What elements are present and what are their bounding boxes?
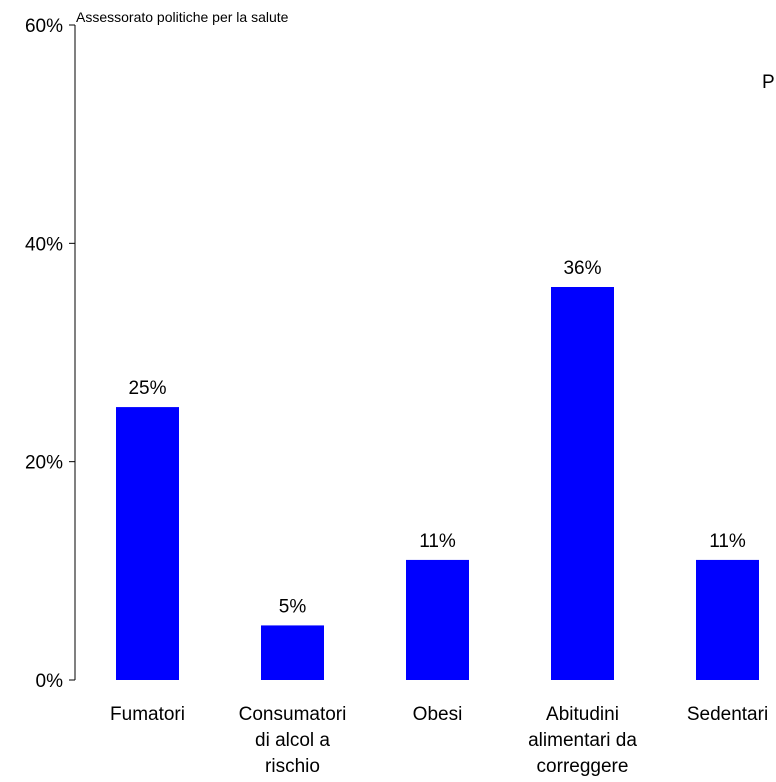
bar-value-label: 25% (128, 378, 166, 399)
chart-subtitle: Assessorato politiche per la salute (76, 9, 289, 25)
y-tick-label: 60% (25, 16, 63, 37)
category-label: Consumatori di alcol a rischio (239, 704, 347, 777)
category-label: Fumatori (110, 704, 185, 725)
y-tick-label: 20% (25, 453, 63, 474)
data-labels: 25% 5% 11% 36% 11% (128, 258, 745, 617)
bar-value-label: 36% (563, 258, 601, 279)
category-label: Sedentari (687, 704, 768, 725)
bar-value-label: 11% (709, 531, 746, 552)
category-labels: Fumatori Consumatori di alcol a rischio Obes… (110, 704, 768, 777)
bar (116, 407, 179, 680)
bar-value-label: 5% (279, 596, 307, 617)
y-tick-label: 0% (36, 671, 64, 692)
bar (406, 559, 469, 680)
bar-value-label: 11% (419, 531, 456, 552)
bar (696, 559, 759, 680)
bars (116, 287, 759, 680)
category-label: Obesi (413, 704, 463, 725)
clipped-edge-text: P (762, 72, 775, 93)
bar (551, 287, 614, 680)
y-axis: 0% 20% 40% 60% (25, 16, 76, 692)
bar (261, 625, 324, 680)
y-tick-label: 40% (25, 234, 63, 255)
category-label: Abitudini alimentari da correggere (528, 704, 637, 777)
